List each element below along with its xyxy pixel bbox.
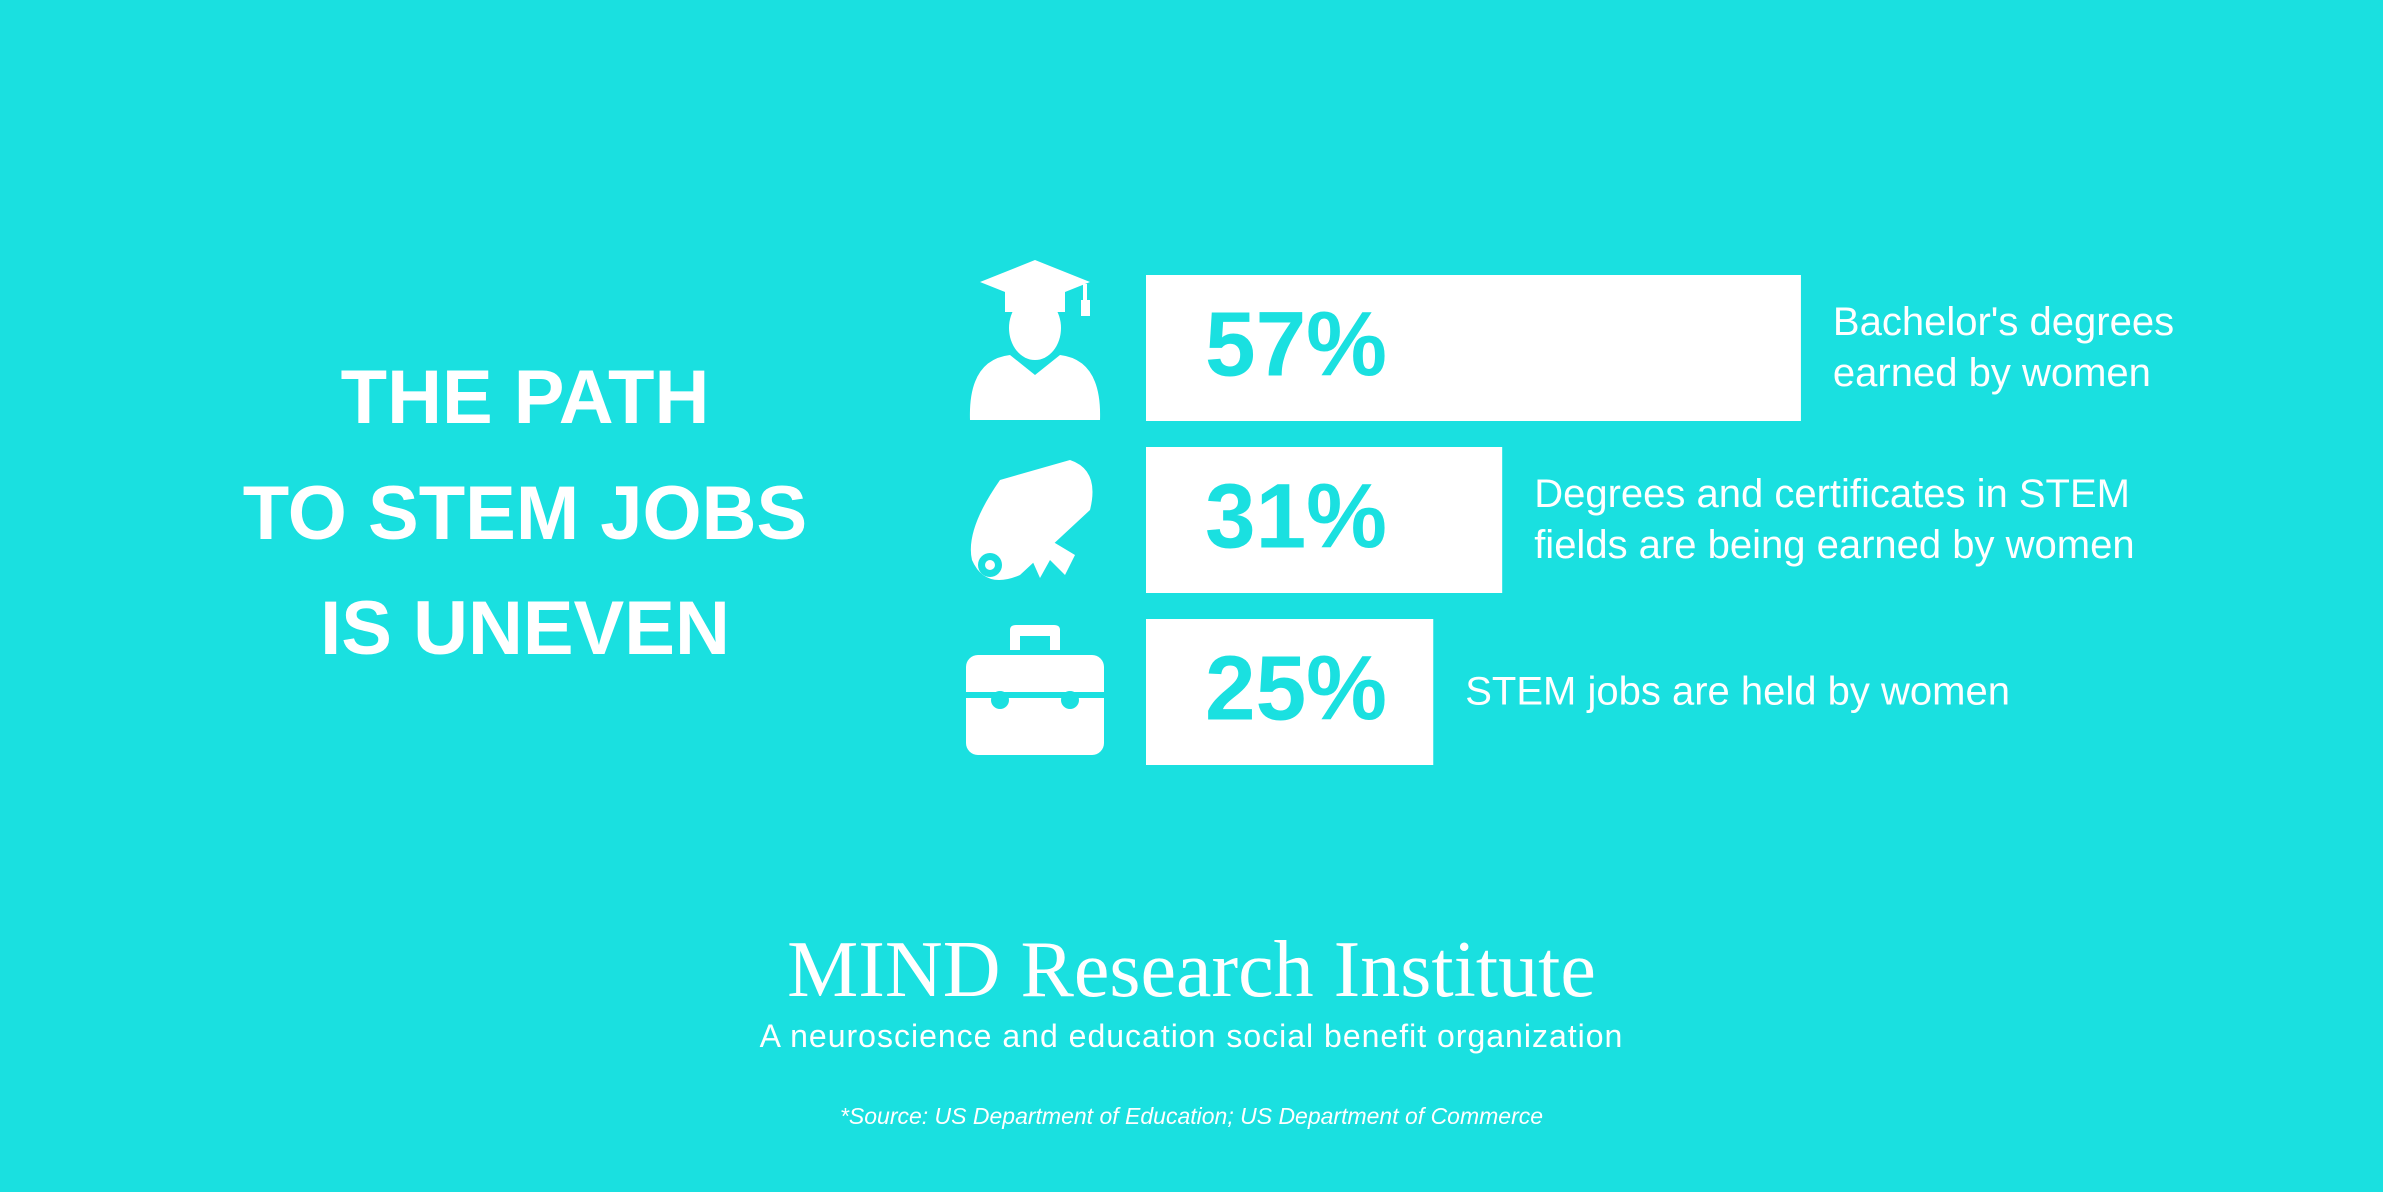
category-label: Degrees and certificates in STEM fields … [1534, 471, 2135, 567]
value-label: 31% [1205, 465, 1387, 567]
diploma-icon [970, 460, 1093, 580]
bar [1146, 619, 1434, 765]
chart-title: IS UNEVEN [320, 586, 730, 671]
chart-title: THE PATH [340, 355, 710, 440]
bar [1146, 447, 1503, 593]
graduate-icon [969, 260, 1101, 420]
bar [1146, 275, 1801, 421]
chart-title: TO STEM JOBS [242, 471, 808, 556]
source: *Source: US Department of Education; US … [839, 1103, 1544, 1129]
value-label: 57% [1205, 293, 1387, 395]
category-label: STEM jobs are held by women [1465, 669, 2010, 714]
value-label: 25% [1205, 637, 1387, 739]
tagline: A neuroscience and education social bene… [759, 1018, 1624, 1054]
category-label: Bachelor's degrees earned by women [1832, 299, 2175, 395]
brand: MIND Research Institute [787, 926, 1596, 1014]
briefcase-icon [966, 625, 1104, 755]
